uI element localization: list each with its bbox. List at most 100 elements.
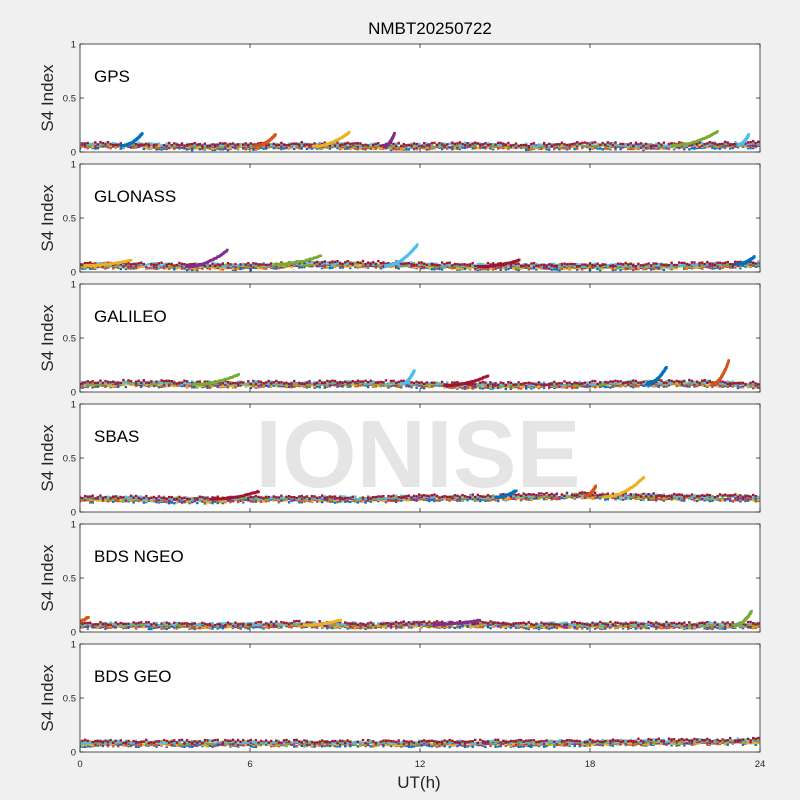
data-point <box>553 268 556 271</box>
data-point <box>333 265 337 268</box>
data-point <box>734 145 737 148</box>
data-point <box>701 264 704 267</box>
data-point <box>178 146 181 149</box>
data-point <box>711 262 714 265</box>
data-point <box>106 141 110 144</box>
data-point <box>604 145 607 148</box>
data-point <box>423 265 426 269</box>
data-point <box>275 144 278 147</box>
data-point <box>476 146 479 149</box>
data-point <box>509 144 513 147</box>
data-point <box>344 384 347 387</box>
data-point <box>586 265 589 269</box>
data-point <box>695 145 699 148</box>
data-point <box>644 265 648 268</box>
data-point <box>175 267 179 270</box>
data-point <box>634 141 638 144</box>
data-point <box>639 383 643 386</box>
data-point <box>219 144 222 147</box>
data-point <box>570 143 574 146</box>
data-point <box>356 261 360 264</box>
data-point <box>535 145 538 148</box>
data-point <box>341 144 344 148</box>
data-point <box>446 147 449 150</box>
data-point <box>280 147 283 151</box>
data-point <box>701 141 704 144</box>
data-point <box>517 258 521 262</box>
data-point <box>395 148 398 151</box>
data-point <box>726 260 729 264</box>
data-point <box>644 146 648 150</box>
data-point <box>298 143 301 146</box>
data-point <box>657 385 660 388</box>
data-point <box>229 264 232 268</box>
data-point <box>236 146 240 149</box>
data-point <box>234 386 237 389</box>
data-point <box>734 266 737 269</box>
data-point <box>601 263 604 266</box>
data-point <box>372 142 375 145</box>
data-point <box>346 262 349 265</box>
data-point <box>644 384 648 387</box>
data-point <box>132 383 135 387</box>
data-point <box>415 243 419 246</box>
data-point <box>642 147 645 150</box>
data-point <box>532 146 536 149</box>
data-point <box>178 261 181 265</box>
data-point <box>634 145 638 148</box>
data-point <box>356 147 360 151</box>
data-point <box>586 142 589 145</box>
data-point <box>476 142 479 145</box>
data-point <box>446 263 449 266</box>
data-point <box>165 267 168 270</box>
data-point <box>456 147 459 150</box>
data-point <box>502 146 505 150</box>
data-point <box>226 262 230 265</box>
data-point <box>494 386 497 389</box>
data-point <box>147 384 151 388</box>
data-point <box>155 143 158 146</box>
data-point <box>326 265 329 268</box>
data-point <box>264 144 268 147</box>
data-point <box>573 263 576 266</box>
data-point <box>752 386 755 389</box>
data-point <box>550 263 553 267</box>
data-point <box>754 386 757 389</box>
data-point <box>752 142 755 145</box>
data-point <box>670 261 673 264</box>
data-point <box>157 386 161 389</box>
data-point <box>667 142 671 146</box>
data-point <box>558 268 561 272</box>
data-point <box>300 264 303 268</box>
data-point <box>219 265 222 268</box>
data-point <box>527 146 530 149</box>
data-point <box>160 384 163 387</box>
data-point <box>198 265 201 269</box>
data-point <box>303 142 306 145</box>
data-point <box>688 148 691 151</box>
data-point <box>374 266 377 269</box>
data-point <box>519 145 523 148</box>
data-point <box>216 147 219 150</box>
data-point <box>599 147 602 150</box>
data-point <box>678 141 681 144</box>
data-point <box>570 386 574 389</box>
data-point <box>565 266 569 270</box>
data-point <box>479 262 482 266</box>
data-point <box>435 267 439 270</box>
data-point <box>188 147 191 151</box>
data-layer <box>80 243 760 272</box>
data-point <box>420 263 423 266</box>
data-point <box>366 144 370 147</box>
data-point <box>160 143 163 147</box>
data-point <box>94 384 97 388</box>
data-point <box>581 141 584 145</box>
data-point <box>234 263 237 266</box>
data-point <box>298 266 301 269</box>
data-point <box>744 265 747 268</box>
data-point <box>430 147 434 150</box>
data-point <box>484 266 487 270</box>
data-point <box>606 141 609 144</box>
data-point <box>563 143 566 146</box>
data-point <box>326 385 329 389</box>
